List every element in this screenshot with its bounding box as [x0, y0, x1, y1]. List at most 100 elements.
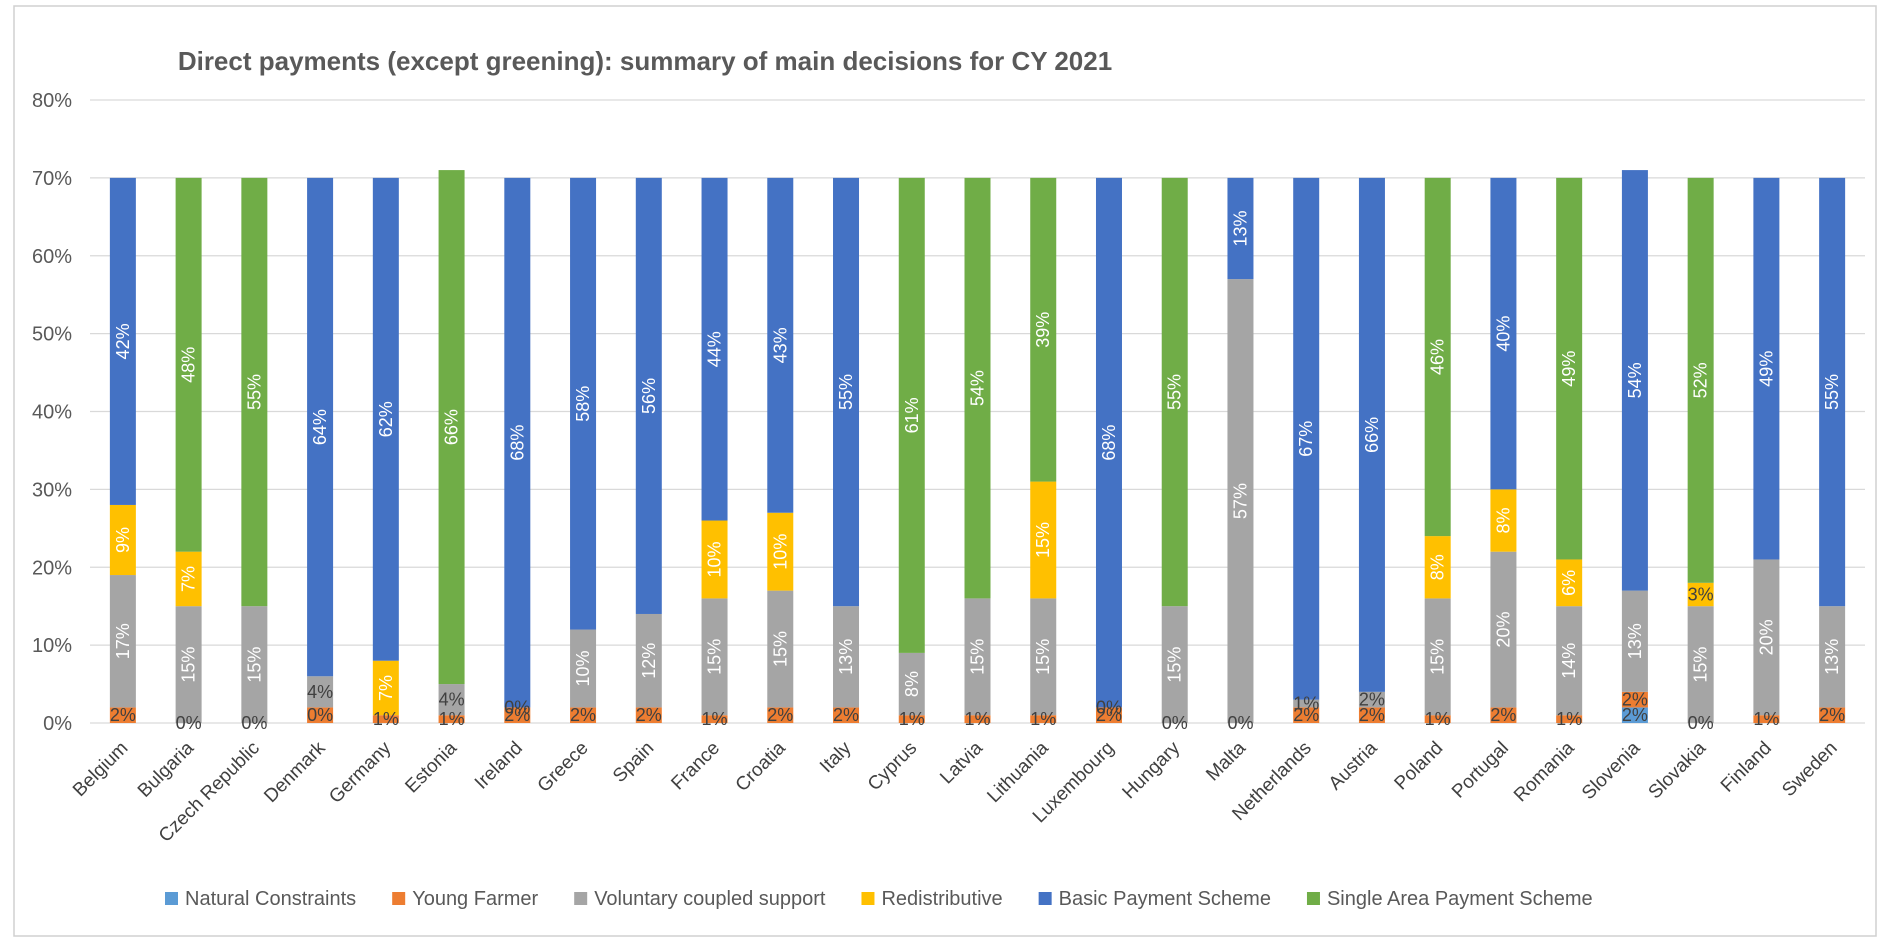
bar-segment — [109, 575, 136, 708]
bar-segment — [767, 512, 794, 591]
bar-segment — [1753, 177, 1780, 560]
bar-segment — [898, 715, 925, 723]
bar-segment — [635, 613, 662, 708]
data-label: 20% — [1756, 619, 1776, 655]
bar-segment — [1490, 707, 1517, 723]
bar-segment — [1095, 707, 1122, 723]
bar-segment — [1227, 279, 1254, 723]
data-label: 43% — [770, 327, 790, 363]
bar-segment — [241, 606, 268, 723]
data-label: 57% — [1230, 483, 1250, 519]
bar-segment — [438, 170, 465, 685]
data-label: 55% — [836, 374, 856, 410]
data-label: 13% — [1230, 210, 1250, 246]
bar-segment — [307, 676, 334, 708]
data-label: 2% — [504, 705, 530, 725]
data-label: 8% — [1493, 508, 1513, 534]
data-label: 2% — [570, 705, 596, 725]
data-label: 1% — [1293, 694, 1319, 714]
legend-label: Natural Constraints — [185, 888, 356, 910]
bar-segment — [1621, 590, 1648, 692]
bar-segment — [898, 652, 925, 716]
legend-label: Young Farmer — [412, 888, 538, 910]
data-label: 0% — [1227, 713, 1253, 733]
bar-segment — [1424, 536, 1451, 599]
bar-segment — [1621, 707, 1648, 723]
data-label: 1% — [1753, 709, 1779, 729]
bar-segment — [1621, 170, 1648, 591]
data-label: 2% — [833, 705, 859, 725]
data-label: 7% — [179, 566, 199, 592]
data-label: 2% — [110, 705, 136, 725]
bar-segment — [1556, 606, 1583, 716]
data-label: 0% — [1688, 713, 1714, 733]
bar-segment — [570, 707, 597, 723]
bar-segment — [833, 707, 860, 723]
legend-label: Single Area Payment Scheme — [1327, 888, 1593, 910]
bar-segment — [1293, 699, 1320, 708]
bar-segment — [175, 606, 202, 723]
bar-segment — [1358, 707, 1385, 723]
chart-title: Direct payments (except greening): summa… — [178, 46, 1112, 76]
bar-segment — [570, 177, 597, 630]
data-label: 20% — [1493, 612, 1513, 648]
bar-segment — [767, 177, 794, 513]
y-tick-label: 40% — [32, 402, 72, 424]
bar-segment — [1556, 715, 1583, 723]
data-label: 0% — [307, 705, 333, 725]
bar-segment — [767, 590, 794, 708]
data-label: 54% — [968, 370, 988, 406]
y-tick-label: 20% — [32, 557, 72, 579]
bar-segment — [701, 715, 728, 723]
data-label: 52% — [1691, 362, 1711, 398]
data-label: 40% — [1493, 316, 1513, 352]
data-label: 1% — [702, 709, 728, 729]
data-label: 1% — [1425, 709, 1451, 729]
data-label: 1% — [1030, 709, 1056, 729]
data-label: 0% — [241, 713, 267, 733]
data-label: 2% — [1490, 705, 1516, 725]
y-tick-label: 30% — [32, 479, 72, 501]
y-tick-label: 70% — [32, 168, 72, 190]
data-label: 13% — [1822, 639, 1842, 675]
bar-segment — [109, 177, 136, 505]
legend-swatch — [392, 892, 406, 905]
data-label: 3% — [1688, 585, 1714, 605]
data-label: 61% — [902, 397, 922, 433]
bar-segment — [1556, 177, 1583, 560]
bar-segment — [1753, 559, 1780, 716]
legend-label: Redistributive — [881, 888, 1002, 910]
bar-segment — [307, 707, 334, 723]
bar-segment — [504, 707, 531, 723]
data-label: 15% — [1691, 647, 1711, 683]
data-label: 14% — [1559, 643, 1579, 679]
data-label: 62% — [376, 401, 396, 437]
bar-segment — [372, 660, 399, 716]
data-label: 8% — [902, 671, 922, 697]
data-label: 68% — [1099, 425, 1119, 461]
bar-segment — [1161, 606, 1188, 723]
bar-segment — [635, 177, 662, 614]
bar-segment — [767, 707, 794, 723]
data-label: 1% — [1556, 709, 1582, 729]
bar-segment — [1819, 606, 1846, 708]
data-label: 48% — [179, 347, 199, 383]
bar-segment — [372, 715, 399, 723]
data-label: 6% — [1559, 570, 1579, 596]
data-label: 15% — [968, 639, 988, 675]
legend-label: Voluntary coupled support — [594, 888, 826, 910]
data-label: 2% — [1359, 705, 1385, 725]
bar-segment — [438, 684, 465, 716]
y-tick-label: 80% — [32, 90, 72, 112]
bar-segment — [1490, 489, 1517, 552]
data-label: 2% — [1293, 705, 1319, 725]
data-label: 10% — [705, 541, 725, 577]
legend-swatch — [574, 892, 588, 905]
bar-segment — [1227, 177, 1254, 280]
bar-segment — [833, 606, 860, 708]
data-label: 8% — [1428, 554, 1448, 580]
bar-segment — [964, 177, 991, 599]
data-label: 15% — [1165, 647, 1185, 683]
data-label: 67% — [1296, 421, 1316, 457]
data-label: 15% — [244, 647, 264, 683]
